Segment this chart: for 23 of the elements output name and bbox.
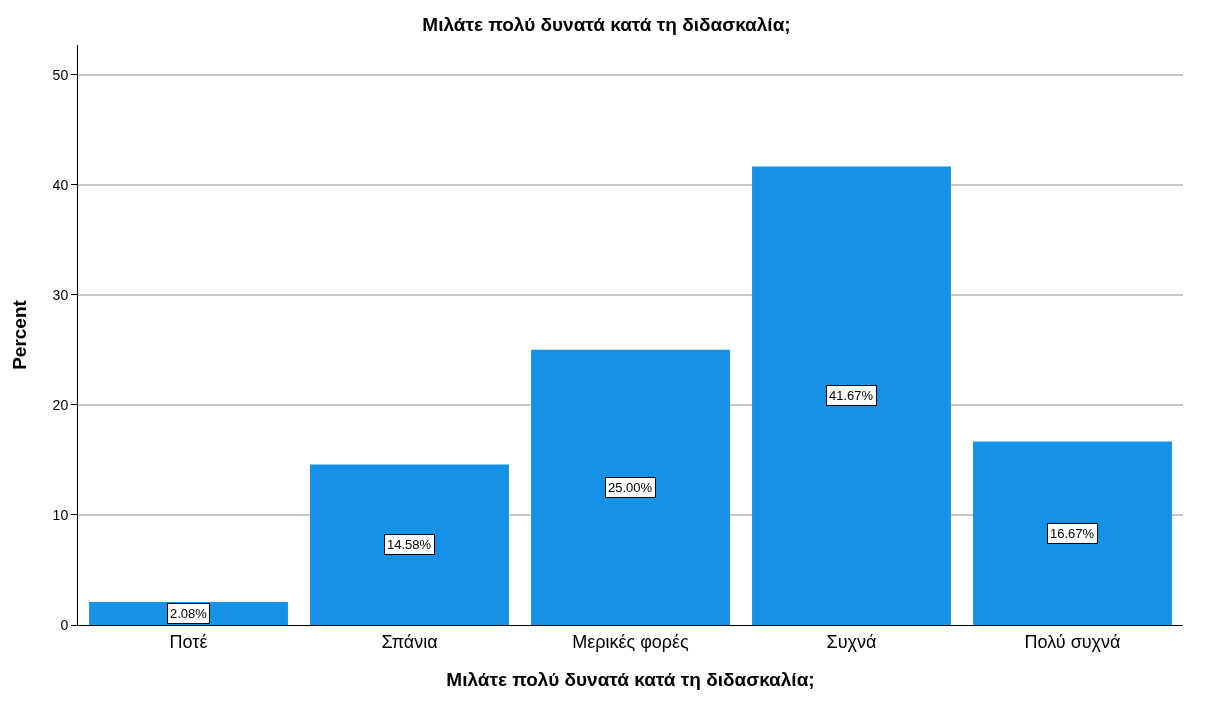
data-label: 14.58% xyxy=(387,537,432,552)
data-label: 2.08% xyxy=(170,606,208,621)
data-label: 16.67% xyxy=(1050,526,1095,541)
data-label: 25.00% xyxy=(608,480,653,495)
y-tick-label: 40 xyxy=(52,176,69,193)
bar xyxy=(752,166,951,625)
y-axis-title: Percent xyxy=(9,299,31,370)
x-tick-label: Συχνά xyxy=(826,631,877,652)
data-label: 41.67% xyxy=(829,388,874,403)
bar xyxy=(310,464,509,625)
y-tick-label: 0 xyxy=(60,616,69,633)
x-tick-label: Ποτέ xyxy=(169,631,208,652)
x-tick-label: Σπάνια xyxy=(381,631,438,652)
x-tick-label: Μερικές φορές xyxy=(572,631,690,652)
y-tick-label: 30 xyxy=(52,286,69,303)
bar xyxy=(531,349,730,625)
chart-title: Μιλάτε πολύ δυνατά κατά τη διδασκαλία; xyxy=(422,14,791,36)
x-axis-title: Μιλάτε πολύ δυνατά κατά τη διδασκαλία; xyxy=(446,669,815,691)
y-tick-label: 20 xyxy=(52,396,69,413)
y-tick-label: 10 xyxy=(52,506,69,523)
bar xyxy=(973,441,1172,625)
y-tick-label: 50 xyxy=(52,66,69,83)
x-tick-label: Πολύ συχνά xyxy=(1024,631,1121,652)
